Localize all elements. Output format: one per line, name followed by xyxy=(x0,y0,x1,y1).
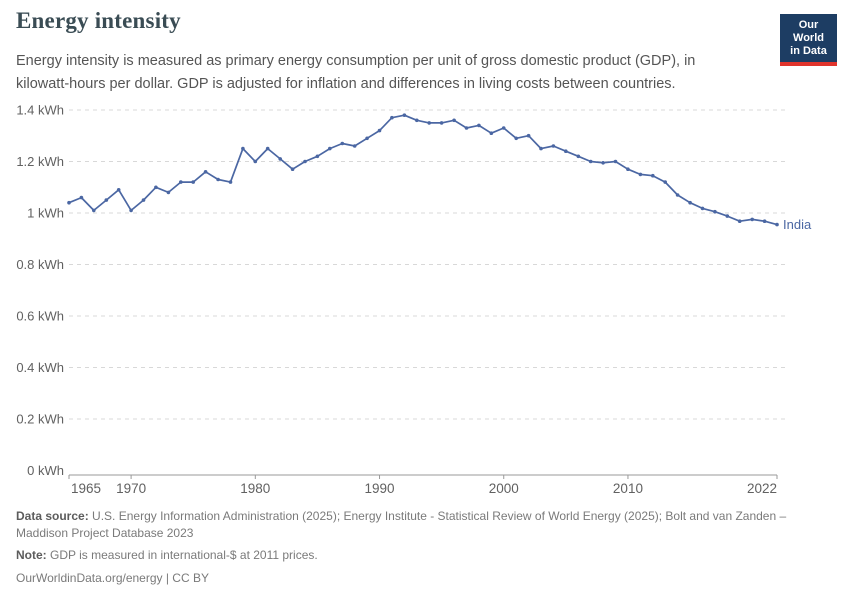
series-point xyxy=(129,208,133,213)
series-point xyxy=(352,144,357,148)
line-chart-plot-area: 0 kWh 0.2 kWh 0.4 kWh 0.6 kWh 0.8 kWh 1 kWh 1.… xyxy=(16,103,812,497)
series-point xyxy=(92,208,96,213)
x-axis-tick-label: 2022 xyxy=(747,481,777,496)
data-source-text: U.S. Energy Information Administration (… xyxy=(16,509,787,540)
series-point xyxy=(390,115,394,120)
series-point xyxy=(675,193,680,197)
series-point xyxy=(526,133,531,138)
series-point xyxy=(564,149,568,153)
series-point xyxy=(265,146,270,151)
series-point xyxy=(551,144,556,148)
series-point xyxy=(688,200,692,205)
chart-subtitle: Energy intensity is measured as primary … xyxy=(16,53,696,92)
chart-footer: Data source: U.S. Energy Information Adm… xyxy=(16,508,836,587)
series-point xyxy=(377,128,382,133)
series-point xyxy=(116,188,121,192)
series-point xyxy=(228,180,233,184)
series-point xyxy=(179,180,183,184)
series-point xyxy=(626,167,630,171)
series-point xyxy=(750,217,754,222)
series-point xyxy=(514,136,518,141)
series-point xyxy=(452,118,456,123)
y-axis-tick-label: 1.4 kWh xyxy=(16,103,64,118)
series-point xyxy=(365,136,369,141)
series-point xyxy=(713,209,717,214)
note-label: Note: xyxy=(16,548,47,562)
series-point xyxy=(241,146,245,151)
series-point xyxy=(539,146,543,151)
series-point xyxy=(166,190,171,195)
series-point xyxy=(328,146,332,151)
y-axis-tick-label: 0.4 kWh xyxy=(16,360,64,375)
series-point xyxy=(477,123,481,128)
series-point xyxy=(141,198,146,202)
series-point xyxy=(278,157,283,161)
series-point xyxy=(79,195,84,200)
series-point xyxy=(203,170,208,174)
y-axis-tick-label: 0.8 kWh xyxy=(16,257,64,272)
series-point xyxy=(725,214,730,218)
series-point xyxy=(663,180,667,184)
owid-logo[interactable]: Our World in Data xyxy=(780,14,837,66)
series-point xyxy=(216,177,220,182)
x-axis-tick-label: 1970 xyxy=(116,481,146,496)
series-point xyxy=(638,172,643,177)
owid-logo-text: Our World in Data xyxy=(780,14,837,62)
data-source-label: Data source: xyxy=(16,509,89,523)
y-axis-tick-label: 0.2 kWh xyxy=(16,412,64,427)
series-point xyxy=(340,141,345,146)
series-point xyxy=(588,159,593,164)
series-point xyxy=(415,118,419,123)
series-end-label-india[interactable]: India xyxy=(783,217,812,232)
series-point xyxy=(576,154,581,159)
x-axis-tick-label: 1980 xyxy=(240,481,270,496)
series-point xyxy=(154,185,158,190)
series-point xyxy=(700,206,705,211)
series-point xyxy=(253,159,258,164)
page-title: Energy intensity xyxy=(16,8,181,33)
x-axis-tick-label: 1965 xyxy=(71,481,101,496)
series-point xyxy=(104,198,109,202)
series-point xyxy=(191,180,195,184)
series-point xyxy=(402,113,407,117)
series-point xyxy=(613,159,618,164)
note-text: GDP is measured in international-$ at 20… xyxy=(50,548,318,562)
owid-license-link[interactable]: OurWorldinData.org/energy | CC BY xyxy=(16,571,209,585)
series-point xyxy=(775,222,779,227)
series-point xyxy=(601,161,605,165)
series-line-india[interactable] xyxy=(68,114,778,226)
series-point xyxy=(315,154,320,159)
data-source-line: Data source: U.S. Energy Information Adm… xyxy=(16,508,836,542)
series-point xyxy=(439,121,444,125)
x-axis-tick-label: 1990 xyxy=(365,481,395,496)
y-axis-tick-label: 0 kWh xyxy=(27,463,64,478)
series-point xyxy=(290,167,295,171)
owid-logo-accent-bar xyxy=(780,62,837,66)
series-point xyxy=(737,219,742,223)
x-axis-tick-label: 2000 xyxy=(489,481,519,496)
x-axis-tick-label: 2010 xyxy=(613,481,643,496)
series-point xyxy=(427,121,432,125)
series-point xyxy=(67,200,71,205)
series-point xyxy=(303,159,307,164)
series-point xyxy=(489,131,494,135)
series-point xyxy=(651,173,655,178)
y-axis-tick-label: 1 kWh xyxy=(27,206,64,221)
y-axis-tick-label: 1.2 kWh xyxy=(16,154,64,169)
series-point xyxy=(501,126,506,130)
y-axis-tick-label: 0.6 kWh xyxy=(16,309,64,324)
note-line: Note: GDP is measured in international-$… xyxy=(16,547,836,564)
series-point xyxy=(464,126,469,130)
series-point xyxy=(762,219,767,223)
